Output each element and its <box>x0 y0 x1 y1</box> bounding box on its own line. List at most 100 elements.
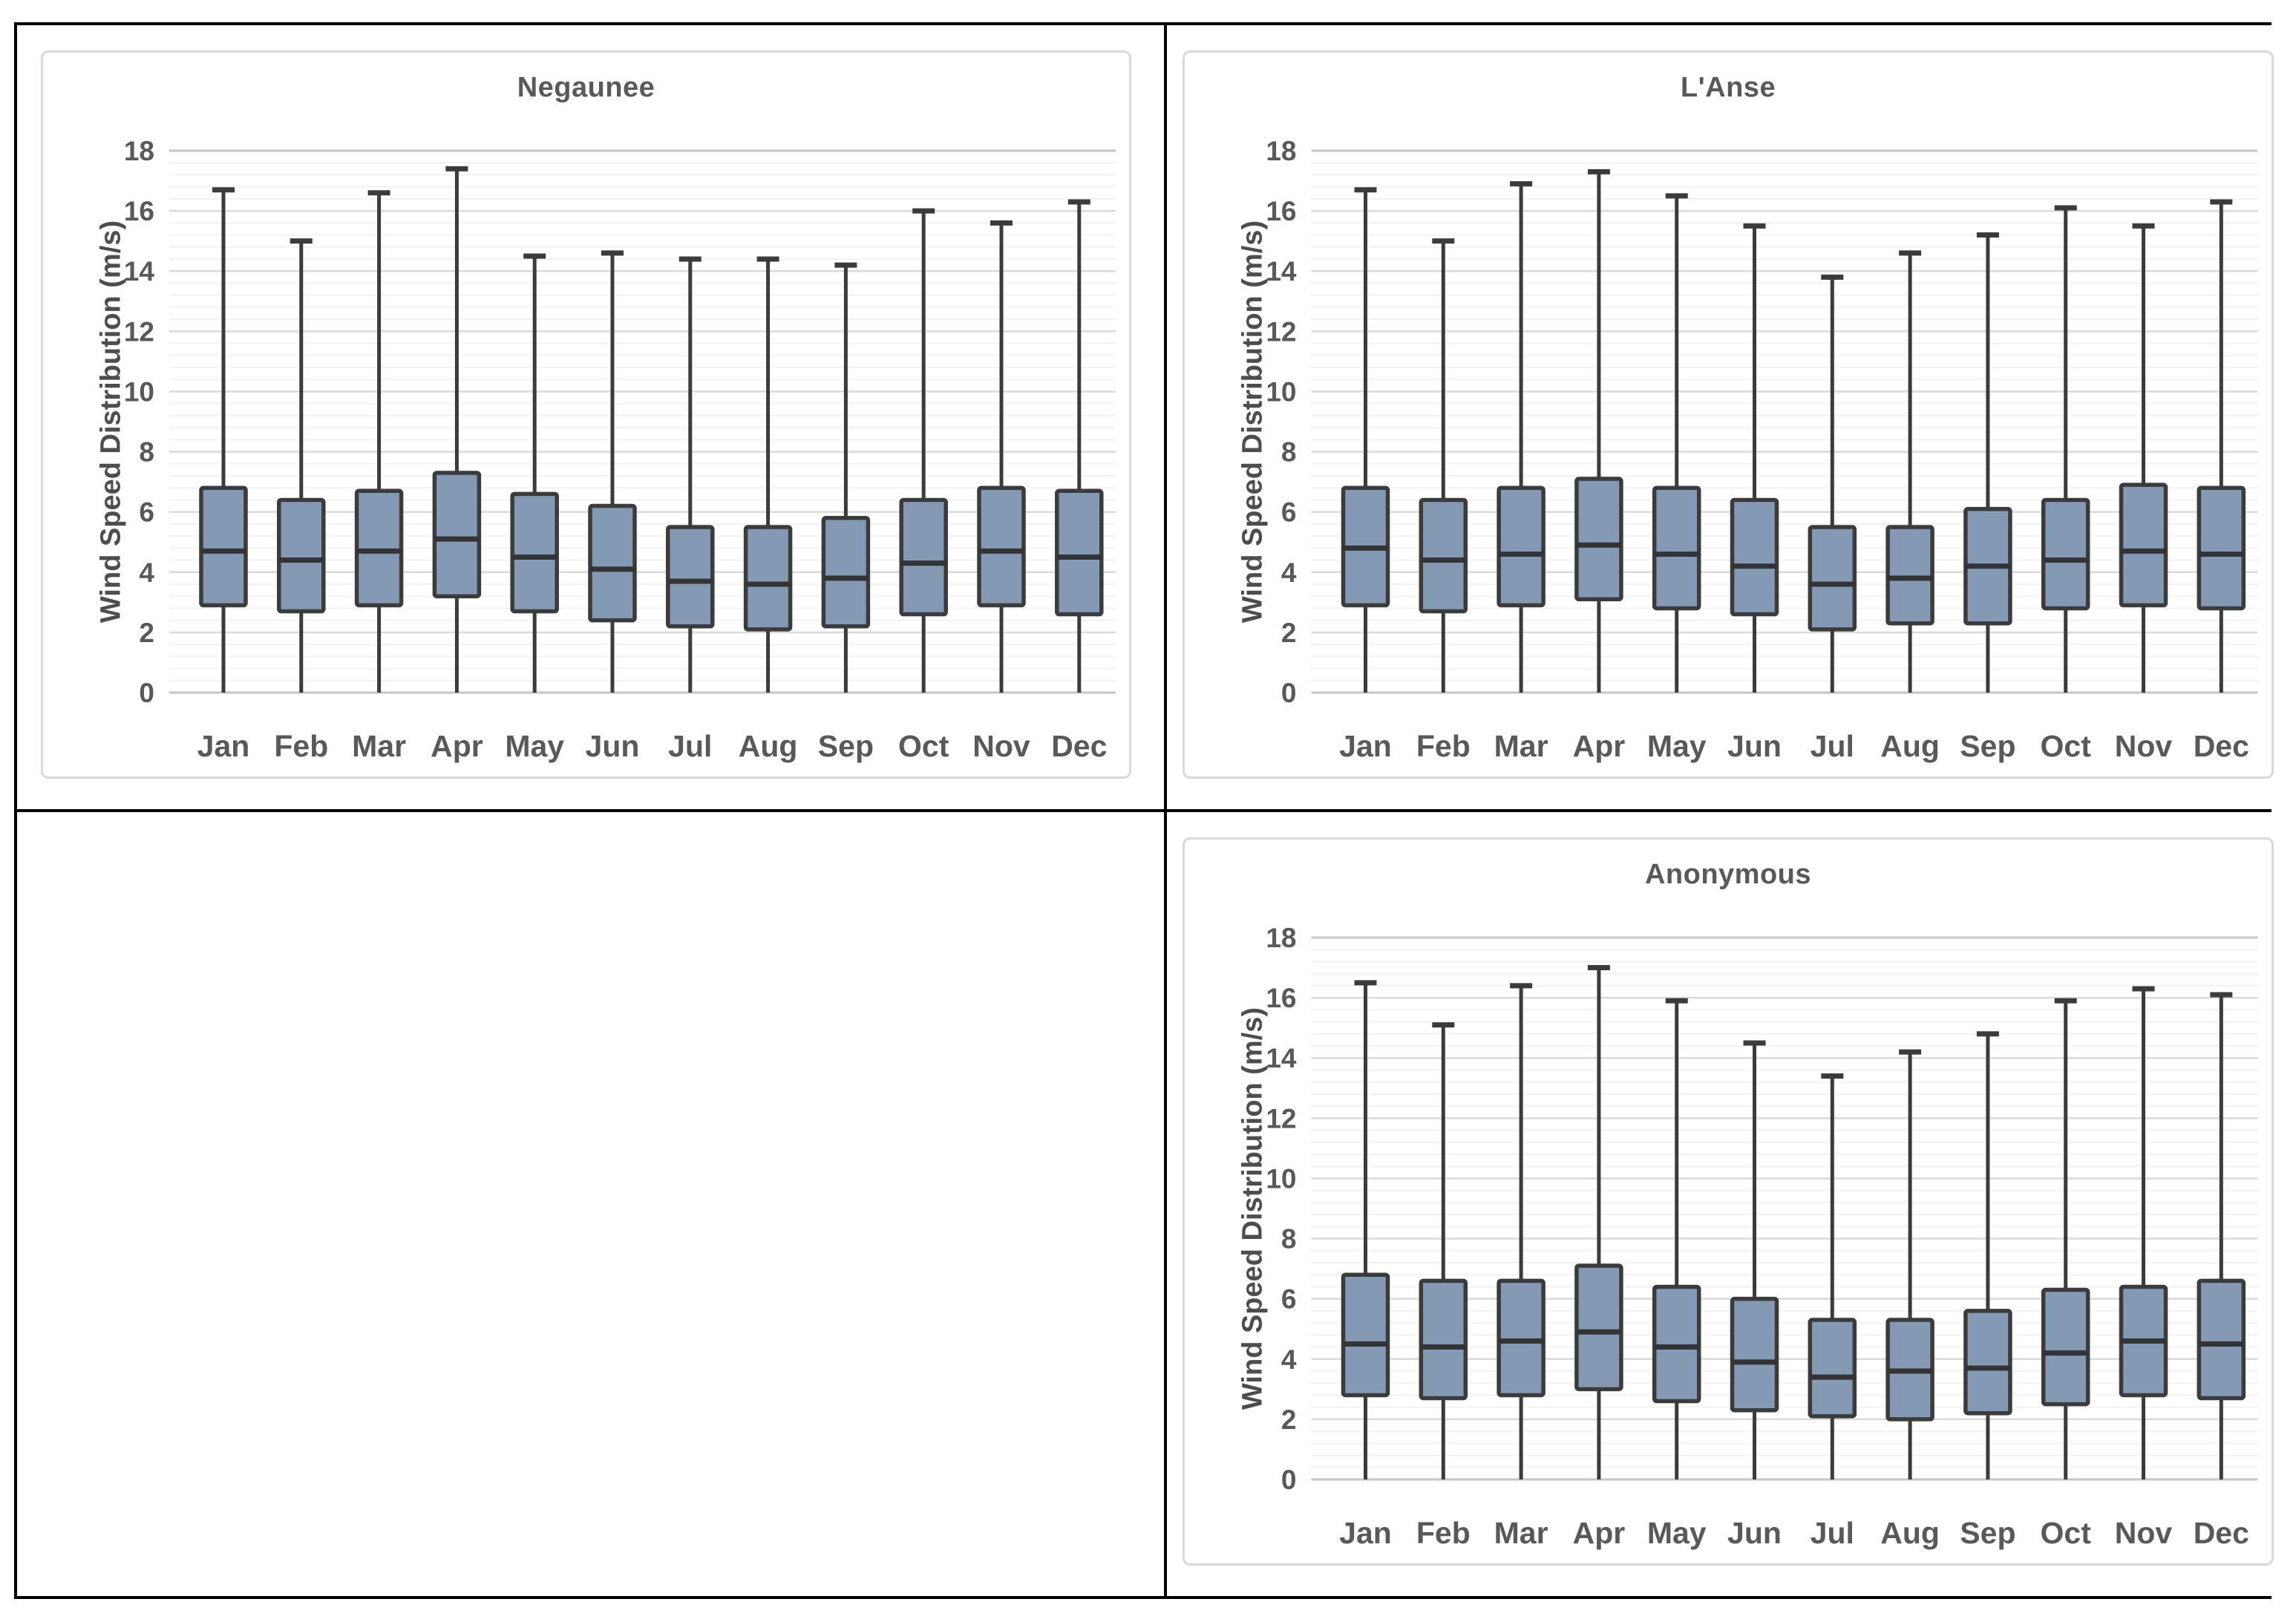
y-tick-label: 2 <box>139 618 154 648</box>
boxplot-jul <box>666 256 715 693</box>
boxplot-apr <box>1574 965 1623 1479</box>
x-tick-label: Sep <box>818 729 874 763</box>
y-tick-label: 0 <box>139 678 154 708</box>
y-tick-label: 12 <box>124 316 154 347</box>
x-tick-label: Jun <box>1727 1516 1782 1550</box>
y-tick-label: 14 <box>1266 1043 1297 1073</box>
x-tick-label: Apr <box>1573 1516 1626 1550</box>
boxplot-nov <box>977 220 1026 693</box>
iqr-box <box>1730 497 1779 617</box>
boxplot-sep <box>1963 232 2012 693</box>
boxplot-jun <box>1730 223 1779 693</box>
x-tick-label: Aug <box>739 729 798 763</box>
boxplot-apr <box>1574 169 1623 693</box>
iqr-box <box>510 491 559 614</box>
iqr-box <box>821 516 871 629</box>
iqr-box <box>977 485 1026 608</box>
y-tick-label: 10 <box>124 376 154 407</box>
x-tick-label: Feb <box>1416 1516 1471 1550</box>
iqr-box <box>1808 1318 1857 1419</box>
boxplot-oct <box>2041 205 2090 693</box>
y-tick-label: 6 <box>139 497 154 528</box>
table-divider-horizontal <box>14 809 2272 812</box>
boxplot-mar <box>1497 983 1546 1479</box>
y-tick-label: 10 <box>1266 1163 1296 1194</box>
table-border-bottom <box>14 1596 2272 1599</box>
boxplot-oct <box>2041 998 2090 1479</box>
boxplot-aug <box>1885 250 1934 693</box>
boxplot-jan <box>1341 187 1390 693</box>
iqr-box <box>2197 1278 2246 1401</box>
x-tick-label: Jun <box>586 729 640 763</box>
x-tick-label: Oct <box>898 729 949 763</box>
iqr-box <box>666 525 715 629</box>
anonymous-boxplot-svg: 0 2 4 6 8 10 12 14 16 18 Jan Feb Mar Apr May Jun Jul Aug S… <box>1266 923 2258 1550</box>
iqr-box <box>1419 1278 1468 1401</box>
iqr-box <box>2041 497 2090 611</box>
x-tick-label: Aug <box>1880 729 1940 763</box>
boxplot-aug <box>743 256 793 693</box>
boxplot-jul <box>1808 274 1857 693</box>
y-tick-label: 10 <box>1266 376 1296 407</box>
iqr-box <box>899 497 948 617</box>
iqr-box <box>199 485 248 608</box>
x-tick-label: May <box>1647 1516 1707 1550</box>
iqr-box <box>1730 1296 1779 1413</box>
x-tick-label: Nov <box>2115 729 2173 763</box>
y-tick-label: 0 <box>1281 678 1297 708</box>
iqr-box <box>1963 1309 2012 1416</box>
iqr-box <box>432 471 482 598</box>
y-tick-label: 2 <box>1281 1404 1297 1435</box>
y-tick-label: 14 <box>1266 256 1297 287</box>
x-tick-label: Feb <box>274 729 328 763</box>
y-tick-label: 16 <box>124 196 154 226</box>
x-tick-label: Oct <box>2041 729 2092 763</box>
boxplot-jul <box>1808 1073 1857 1479</box>
iqr-box <box>2119 483 2168 608</box>
boxplot-nov <box>2119 986 2168 1479</box>
boxplot-sep <box>821 262 871 693</box>
boxplot-may <box>1652 998 1701 1479</box>
iqr-box <box>277 497 326 614</box>
iqr-box <box>1885 525 1934 626</box>
boxplot-jan <box>199 187 248 693</box>
x-tick-label: Sep <box>1960 1516 2015 1550</box>
iqr-box <box>1652 485 1701 611</box>
x-tick-label: Mar <box>1494 1516 1548 1550</box>
iqr-box <box>1497 1278 1546 1398</box>
x-tick-label: Jul <box>668 729 712 763</box>
boxplot-may <box>510 253 559 693</box>
iqr-box <box>2197 485 2246 611</box>
x-tick-label: Jul <box>1811 1516 1854 1550</box>
y-tick-label: 4 <box>1281 1344 1297 1375</box>
y-tick-label: 16 <box>1266 983 1296 1013</box>
y-tick-label: 8 <box>139 437 154 468</box>
x-tick-label: Apr <box>1573 729 1626 763</box>
x-tick-label: Aug <box>1880 1516 1940 1550</box>
x-tick-label: Oct <box>2041 1516 2092 1550</box>
iqr-box <box>1497 485 1546 608</box>
boxplot-feb <box>277 238 326 693</box>
lanse-boxplot-svg: 0 2 4 6 8 10 12 14 16 18 Jan Feb Mar Apr May Jun Jul Aug S… <box>1266 136 2258 763</box>
boxplot-apr <box>432 166 482 693</box>
x-tick-label: Feb <box>1416 729 1471 763</box>
x-tick-label: Jan <box>197 729 250 763</box>
boxplot-mar <box>1497 181 1546 693</box>
y-tick-label: 8 <box>1281 437 1297 468</box>
iqr-box <box>354 488 404 608</box>
y-tick-label: 6 <box>1281 497 1297 528</box>
boxplot-dec <box>2197 199 2246 693</box>
boxplot-feb <box>1419 238 1468 693</box>
iqr-box <box>1574 477 1623 602</box>
y-tick-label: 14 <box>124 256 155 287</box>
x-tick-label: Mar <box>352 729 406 763</box>
iqr-box <box>1574 1263 1623 1392</box>
y-tick-label: 16 <box>1266 196 1296 226</box>
x-tick-label: Sep <box>1960 729 2015 763</box>
y-tick-label: 8 <box>1281 1224 1297 1255</box>
x-tick-label: Nov <box>2115 1516 2173 1550</box>
chart-title-negaunee: Negaunee <box>517 72 655 103</box>
y-tick-label: 0 <box>1281 1465 1297 1495</box>
x-tick-label: Jul <box>1811 729 1854 763</box>
